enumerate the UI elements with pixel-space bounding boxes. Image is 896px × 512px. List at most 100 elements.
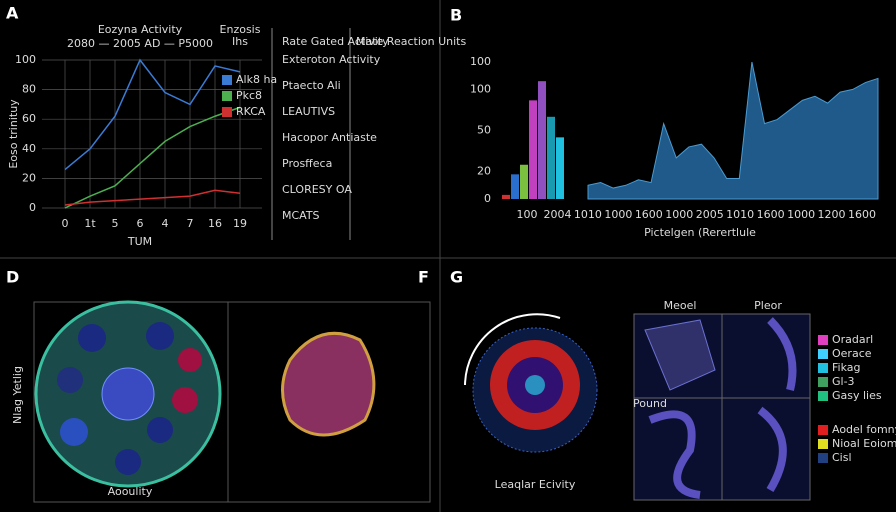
y-tick-label: 60	[22, 112, 36, 125]
x-tick-label: 1010	[726, 208, 754, 221]
y-tick-label: 20	[477, 165, 491, 178]
structure	[648, 317, 797, 499]
y-tick-label: 0	[29, 201, 36, 214]
chart-title: Eozyna Activity	[98, 23, 183, 36]
line	[64, 58, 241, 171]
x-tick-label: 1010	[574, 208, 602, 221]
y-tick-label: 100	[470, 55, 491, 68]
y-tick-label: 80	[22, 83, 36, 96]
side-header: Ihs	[232, 35, 248, 48]
y-tick-label: 50	[477, 124, 491, 137]
x-tick-label: 6	[137, 217, 144, 230]
line	[64, 189, 241, 206]
legend-swatch	[818, 363, 828, 373]
panel-letter: G	[450, 268, 463, 287]
x-tick-label: 1600	[848, 208, 876, 221]
organelle	[115, 449, 141, 475]
organelle	[60, 418, 88, 446]
x-tick-label: 1t	[84, 217, 96, 230]
legend-label: Cisl	[832, 451, 852, 464]
legend-label: Nioal Eoiom	[832, 437, 896, 450]
legend-swatch	[222, 91, 232, 101]
panel-letter: F	[418, 268, 429, 287]
x-tick-label: 1000	[665, 208, 693, 221]
x-tick-label: 1600	[757, 208, 785, 221]
x-tick-label: 16	[208, 217, 222, 230]
legend-swatch	[222, 75, 232, 85]
bar	[547, 116, 555, 199]
legend-swatch	[818, 391, 828, 401]
panel-letter: B	[450, 6, 462, 25]
x-tick-label: 2005	[696, 208, 724, 221]
legend-label: Alk8 ha	[236, 73, 277, 86]
x-tick-label: 100	[517, 208, 538, 221]
x-tick-label: 0	[62, 217, 69, 230]
x-tick-label: 7	[187, 217, 194, 230]
side-note: Exteroton Activity	[282, 53, 381, 66]
side-note: Prosffeca	[282, 157, 332, 170]
x-tick-label: 1600	[635, 208, 663, 221]
legend-label: Oerace	[832, 347, 872, 360]
caption: Aooulity	[108, 485, 153, 498]
organelle	[146, 322, 174, 350]
side-note: Ptaecto Ali	[282, 79, 341, 92]
structure	[644, 319, 716, 391]
legend-swatch	[222, 107, 232, 117]
legend-label: Gasy lies	[832, 389, 882, 402]
legend-swatch	[818, 453, 828, 463]
organelle	[78, 324, 106, 352]
y-label: Eoso trinituy	[7, 99, 20, 169]
arrow	[464, 313, 561, 386]
legend-swatch	[818, 335, 828, 345]
side-note: CLORESY OA	[282, 183, 352, 196]
legend-label: Fikag	[832, 361, 860, 374]
x-tick-label: 1200	[818, 208, 846, 221]
side-note: Mate Reaction Units	[356, 35, 466, 48]
cell-image	[281, 331, 376, 437]
organelle	[147, 417, 173, 443]
legend-label: Oradarl	[832, 333, 873, 346]
legend-label: Gl-3	[832, 375, 855, 388]
side-note: LEAUTIVS	[282, 105, 335, 118]
core	[525, 375, 545, 395]
panel-letter: D	[6, 268, 19, 287]
bar	[556, 137, 564, 199]
header: Pound	[633, 397, 667, 410]
header: Pleor	[754, 299, 782, 312]
side-note: Hacopor Antiaste	[282, 131, 377, 144]
x-label: TUM	[127, 235, 152, 248]
x-tick-label: 1000	[604, 208, 632, 221]
x-tick-label: 4	[162, 217, 169, 230]
y-tick-label: 20	[22, 171, 36, 184]
header: Meoel	[664, 299, 697, 312]
legend-label: RKCA	[236, 105, 266, 118]
legend-swatch	[818, 439, 828, 449]
x-tick-label: 2004	[543, 208, 571, 221]
x-tick-label: 19	[233, 217, 247, 230]
line	[64, 106, 241, 209]
nucleus	[101, 367, 155, 421]
bar	[529, 100, 537, 199]
y-label: Nlag Yetlig	[11, 366, 24, 424]
y-tick-label: 0	[484, 192, 491, 205]
organelle	[178, 348, 202, 372]
side-note: Rate Gated Activity	[282, 35, 389, 48]
bar	[511, 174, 519, 199]
x-tick-label: 1000	[787, 208, 815, 221]
bar	[538, 81, 546, 199]
caption: Leaqlar Ecivity	[495, 478, 576, 491]
legend-label: Pkc8	[236, 89, 262, 102]
legend-swatch	[818, 425, 828, 435]
x-label: Pictelgen (Rerertlule	[644, 226, 756, 239]
side-note: MCATS	[282, 209, 320, 222]
legend-label: Aodel fomny Ali	[832, 423, 896, 436]
organelle	[172, 387, 198, 413]
area	[587, 61, 879, 200]
chart-subtitle: 2080 — 2005 AD — P5000	[67, 37, 213, 50]
organelle	[57, 367, 83, 393]
frame	[33, 301, 431, 503]
panel-letter: A	[6, 4, 19, 23]
y-tick-label: 40	[22, 142, 36, 155]
